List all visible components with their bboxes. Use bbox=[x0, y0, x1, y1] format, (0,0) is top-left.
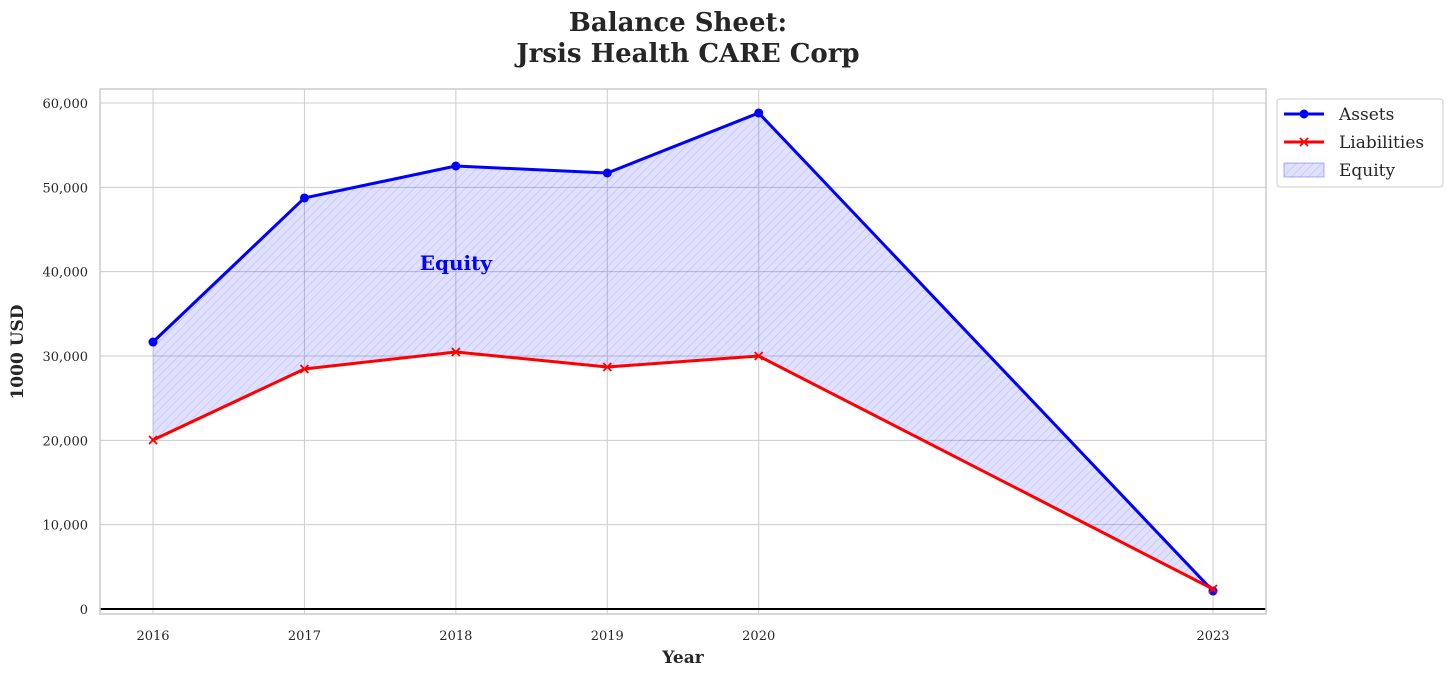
assets-line bbox=[151, 111, 1215, 593]
x-axis-label: Year bbox=[661, 648, 704, 668]
chart-title-line1: Balance Sheet: bbox=[569, 8, 787, 38]
assets-point bbox=[602, 168, 612, 178]
x-tick-label: 2018 bbox=[439, 629, 472, 644]
legend-equity-swatch bbox=[1283, 162, 1325, 178]
legend-assets-label: Assets bbox=[1338, 105, 1394, 125]
legend-liabilities-marker bbox=[1299, 137, 1309, 147]
y-tick-label: 0 bbox=[80, 603, 88, 618]
y-axis-label: 1000 USD bbox=[8, 304, 28, 399]
y-tick-label: 20,000 bbox=[43, 434, 89, 449]
chart-title-line2: Jrsis Health CARE Corp bbox=[514, 39, 859, 69]
liabilities-point bbox=[1208, 584, 1218, 594]
y-tick-label: 10,000 bbox=[43, 519, 89, 534]
x-tick-label: 2017 bbox=[288, 629, 321, 644]
legend-liabilities-label: Liabilities bbox=[1339, 133, 1424, 153]
equity-fill-area bbox=[153, 112, 1213, 592]
liabilities-point bbox=[602, 362, 612, 372]
y-tick-label: 50,000 bbox=[43, 181, 89, 196]
x-tick-label: 2019 bbox=[591, 629, 624, 644]
liabilities-point bbox=[754, 351, 764, 361]
assets-point bbox=[299, 193, 309, 203]
x-tick-label: 2016 bbox=[136, 629, 169, 644]
liabilities-point bbox=[148, 435, 158, 445]
assets-point bbox=[754, 108, 764, 118]
x-tick-label: 2020 bbox=[742, 629, 775, 644]
y-tick-label: 30,000 bbox=[43, 350, 89, 365]
plot-frame bbox=[99, 88, 1267, 615]
y-tick-label: 40,000 bbox=[43, 266, 89, 281]
assets-point bbox=[451, 161, 461, 171]
legend-assets-marker bbox=[1299, 109, 1309, 119]
liabilities-line bbox=[152, 350, 1214, 591]
liabilities-point bbox=[451, 347, 461, 357]
x-tick-label: 2023 bbox=[1196, 629, 1229, 644]
y-tick-label: 60,000 bbox=[43, 97, 89, 112]
equity-annotation: Equity bbox=[420, 251, 494, 275]
legend-equity-label: Equity bbox=[1339, 161, 1396, 181]
legend: Assets Liabilities Equity bbox=[1276, 98, 1444, 188]
assets-point bbox=[148, 337, 158, 347]
liabilities-point bbox=[299, 364, 310, 374]
